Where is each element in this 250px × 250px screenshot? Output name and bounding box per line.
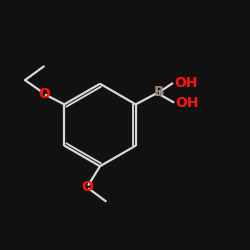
Text: O: O (38, 87, 50, 101)
Text: OH: OH (174, 76, 198, 90)
Text: O: O (81, 180, 93, 194)
Text: B: B (154, 85, 164, 99)
Text: OH: OH (176, 96, 199, 110)
